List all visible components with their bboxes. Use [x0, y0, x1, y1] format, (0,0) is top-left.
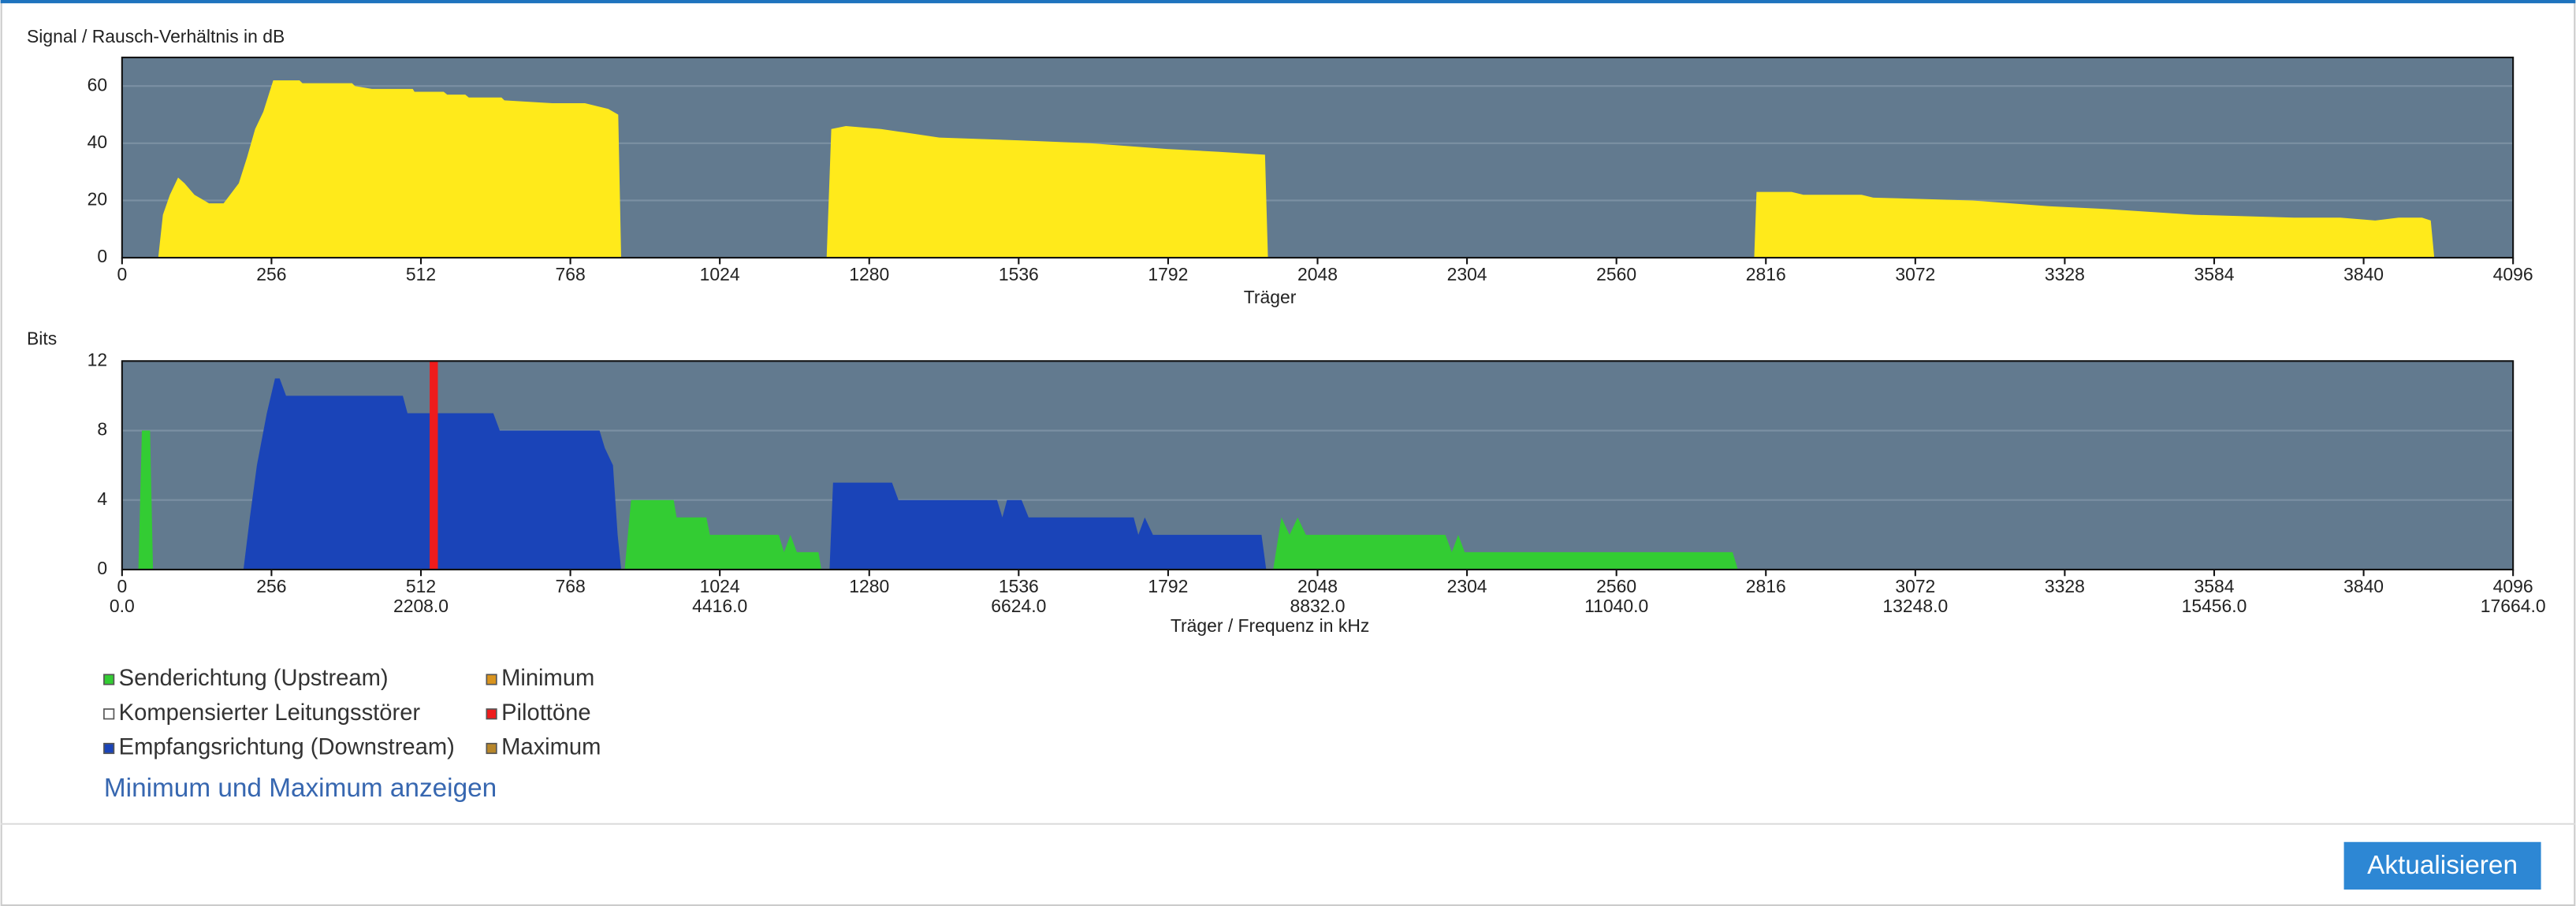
- x-tick-label: 1536: [999, 264, 1039, 284]
- freq-tick-label: 15456.0: [2182, 596, 2247, 616]
- x-tick-label: 768: [555, 576, 585, 596]
- x-tick-label: 1792: [1148, 264, 1188, 284]
- update-button[interactable]: [2343, 841, 2541, 890]
- x-tick-label: 512: [406, 576, 436, 596]
- freq-tick-label: 13248.0: [1882, 596, 1948, 616]
- freq-tick-label: 11040.0: [1584, 596, 1648, 616]
- freq-tick-label: 8832.0: [1290, 596, 1345, 616]
- x-tick-label: 256: [256, 576, 286, 596]
- y-tick-label: 20: [87, 189, 107, 210]
- x-tick-label: 1024: [700, 576, 740, 596]
- y-tick-label: 4: [97, 488, 107, 509]
- x-tick-label: 3584: [2194, 264, 2235, 284]
- x-tick-label: 256: [256, 264, 286, 284]
- freq-tick-label: 4416.0: [692, 596, 747, 616]
- x-tick-label: 768: [555, 264, 585, 284]
- x-tick-label: 1792: [1148, 576, 1188, 596]
- x-tick-label: 0: [117, 576, 127, 596]
- x-axis-label: Träger / Frequenz in kHz: [1171, 615, 1369, 636]
- y-tick-label: 0: [97, 246, 107, 266]
- freq-tick-label: 6624.0: [991, 596, 1046, 616]
- x-tick-label: 2304: [1447, 576, 1487, 596]
- legend-label: Pilottöne: [501, 700, 590, 726]
- x-tick-label: 3072: [1895, 264, 1935, 284]
- x-tick-label: 2560: [1596, 264, 1636, 284]
- pilot-tone: [430, 361, 438, 570]
- x-tick-label: 512: [406, 264, 436, 284]
- x-tick-label: 3072: [1895, 576, 1935, 596]
- chart-title: Signal / Rausch-Verhältnis in dB: [27, 26, 285, 46]
- legend-label: Senderichtung (Upstream): [119, 666, 389, 691]
- x-tick-label: 1280: [849, 264, 889, 284]
- x-tick-label: 3840: [2343, 576, 2384, 596]
- area: [158, 80, 2435, 258]
- y-tick-label: 0: [97, 558, 107, 578]
- top-bar: [0, 0, 2576, 4]
- freq-tick-label: 0.0: [110, 596, 135, 616]
- x-tick-label: 3840: [2343, 264, 2384, 284]
- legend-label: Kompensierter Leitungsstörer: [119, 700, 421, 726]
- show-min-max-link[interactable]: Minimum und Maximum anzeigen: [104, 774, 497, 803]
- legend-label: Maximum: [501, 735, 601, 760]
- x-tick-label: 0: [117, 264, 127, 284]
- x-tick-label: 2816: [1746, 264, 1786, 284]
- x-axis-label: Träger: [1244, 287, 1297, 307]
- legend-label: Minimum: [501, 666, 594, 691]
- legend-swatch: [103, 742, 115, 755]
- x-tick-label: 2304: [1447, 264, 1487, 284]
- update-button-label[interactable]: Aktualisieren: [2367, 851, 2518, 880]
- x-tick-label: 3328: [2045, 264, 2085, 284]
- x-tick-label: 2048: [1297, 264, 1338, 284]
- x-tick-label: 1280: [849, 576, 889, 596]
- freq-tick-label: 2208.0: [393, 596, 449, 616]
- legend-swatch: [486, 674, 497, 685]
- legend-swatch: [486, 742, 497, 755]
- legend-swatch: [103, 674, 115, 685]
- legend-swatch: [486, 708, 497, 720]
- legend-label: Empfangsrichtung (Downstream): [119, 735, 455, 760]
- x-tick-label: 3328: [2045, 576, 2085, 596]
- x-tick-label: 4096: [2493, 264, 2533, 284]
- x-tick-label: 3584: [2194, 576, 2235, 596]
- x-tick-label: 1536: [999, 576, 1039, 596]
- x-tick-label: 2816: [1746, 576, 1786, 596]
- y-tick-label: 12: [87, 349, 107, 369]
- area: [243, 378, 1267, 570]
- x-tick-label: 2560: [1596, 576, 1636, 596]
- y-tick-label: 40: [87, 132, 107, 152]
- y-tick-label: 60: [87, 74, 107, 95]
- chart-title: Bits: [27, 328, 57, 348]
- x-tick-label: 2048: [1297, 576, 1338, 596]
- x-tick-label: 4096: [2493, 576, 2533, 596]
- area: [138, 430, 1738, 570]
- legend-swatch: [103, 708, 115, 720]
- freq-tick-label: 17664.0: [2481, 596, 2546, 616]
- x-tick-label: 1024: [700, 264, 740, 284]
- y-tick-label: 8: [97, 419, 107, 440]
